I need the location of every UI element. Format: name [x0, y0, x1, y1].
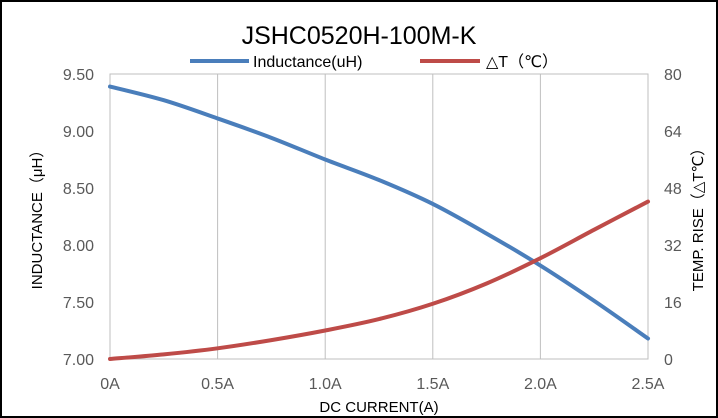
y-axis-left-title: INDUCTANCE（μH） [29, 143, 46, 290]
y-right-tick-label: 80 [664, 67, 682, 84]
x-tick-label: 1.0A [309, 376, 342, 393]
y-left-tick-label: 9.00 [63, 124, 94, 141]
x-tick-label: 2.5A [632, 376, 665, 393]
y-left-tick-label: 7.50 [63, 295, 94, 312]
x-tick-label: 0.5A [201, 376, 234, 393]
y-left-tick-label: 8.50 [63, 181, 94, 198]
legend-label-inductance: Inductance(uH) [253, 54, 362, 71]
y-left-tick-label: 7.00 [63, 352, 94, 369]
y-right-tick-label: 16 [664, 295, 682, 312]
x-tick-label: 0A [100, 376, 120, 393]
x-tick-label: 2.0A [524, 376, 557, 393]
y-left-tick-label: 8.00 [63, 238, 94, 255]
x-axis-title: DC CURRENT(A) [319, 399, 438, 416]
x-tick-label: 1.5A [416, 376, 449, 393]
y-right-tick-label: 64 [664, 124, 682, 141]
series-layer [108, 84, 650, 361]
y-right-tick-label: 0 [664, 352, 673, 369]
y-right-tick-label: 48 [664, 181, 682, 198]
grid-layer [217, 74, 541, 359]
legend: Inductance(uH) △T（℃） [190, 53, 558, 71]
chart-title: JSHC0520H-100M-K [242, 22, 477, 50]
y-right-tick-label: 32 [664, 238, 682, 255]
series-line-temp-rise [108, 199, 650, 361]
series-line-inductance [108, 84, 650, 341]
y-axis-right-title: TEMP. RISE（△T℃） [690, 141, 707, 292]
y-left-tick-label: 9.50 [63, 67, 94, 84]
tick-layer: 0A 0.5A 1.0A 1.5A 2.0A 2.5A 9.50 9.00 8.50 8.00 7.… [63, 67, 682, 393]
legend-label-temp-rise: △T（℃） [486, 53, 558, 71]
plot-area [109, 73, 649, 360]
